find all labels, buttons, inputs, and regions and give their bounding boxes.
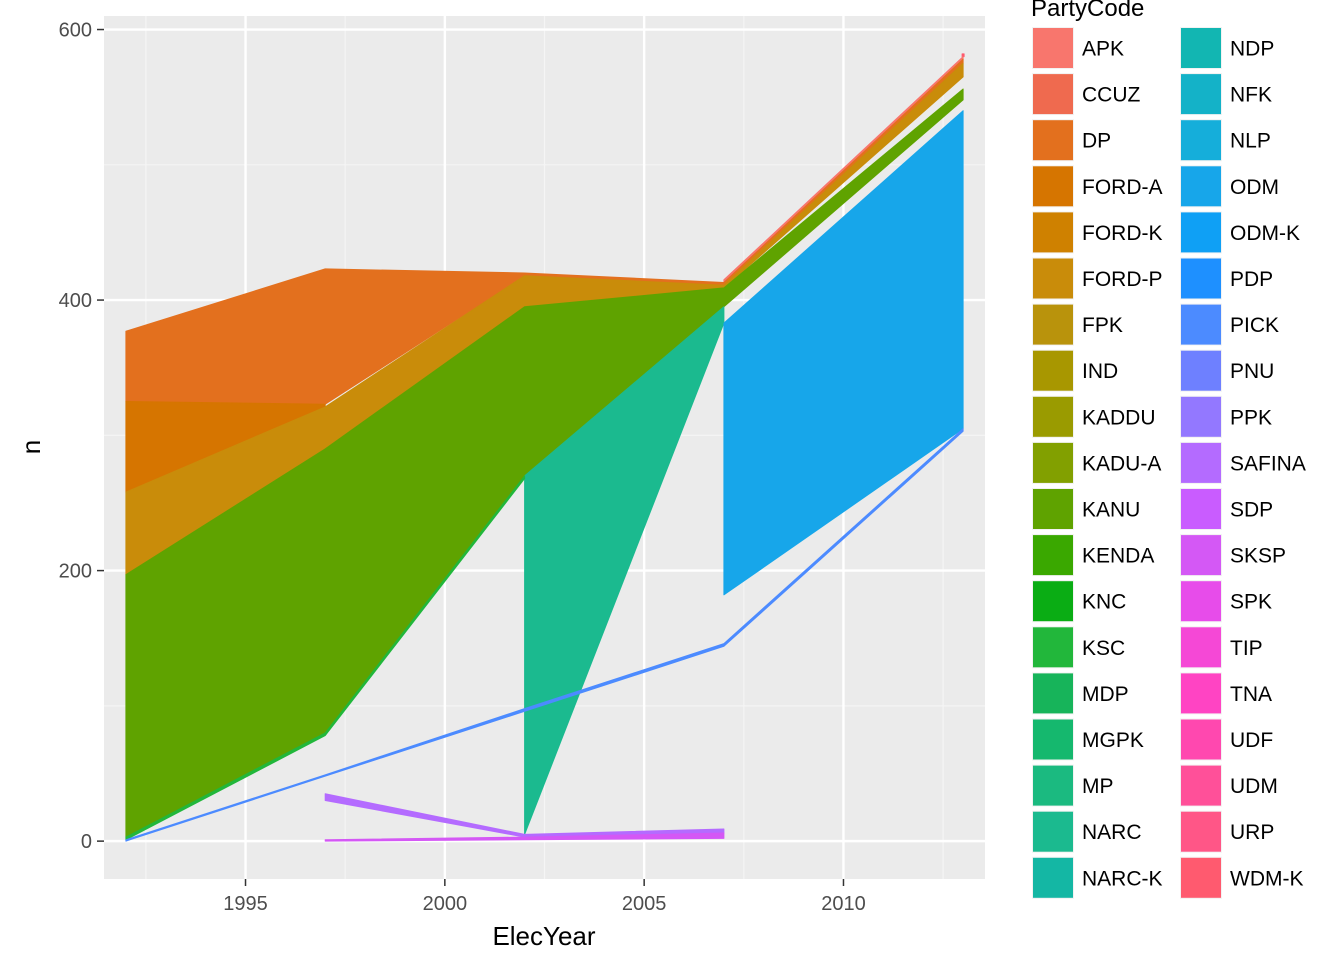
legend-label: NLP xyxy=(1230,130,1271,153)
legend-label: FORD-A xyxy=(1082,176,1163,199)
legend-label: MP xyxy=(1082,775,1114,798)
legend-key-swatch xyxy=(1033,120,1073,161)
legend-label: KANU xyxy=(1082,499,1140,522)
legend-key-swatch xyxy=(1033,765,1073,806)
legend-label: SKSP xyxy=(1230,545,1286,568)
y-tick-label: 600 xyxy=(59,20,92,42)
legend-key-swatch xyxy=(1181,166,1221,207)
legend-label: MGPK xyxy=(1082,729,1144,752)
y-axis-title: n xyxy=(16,440,46,454)
y-tick-label: 0 xyxy=(81,831,92,853)
legend-key-swatch xyxy=(1181,28,1221,68)
y-tick-label: 200 xyxy=(59,561,92,583)
legend-label: FPK xyxy=(1082,314,1123,337)
legend-label: TNA xyxy=(1230,683,1272,706)
legend-label: ODM-K xyxy=(1230,222,1300,245)
legend-label: FORD-P xyxy=(1082,268,1163,291)
x-tick-label: 2000 xyxy=(423,893,468,915)
legend-key-swatch xyxy=(1033,673,1073,714)
area-sdp xyxy=(324,832,725,842)
legend-key-swatch xyxy=(1181,489,1221,529)
legend-items: APK CCUZ DP FORD-A FORD-K FORD-P FPK IND KADDU KA… xyxy=(1032,27,1306,899)
legend-label: CCUZ xyxy=(1082,84,1140,107)
legend-label: PICK xyxy=(1230,314,1279,337)
x-axis: 1995 2000 2005 2010 xyxy=(223,879,866,915)
legend-label: UDF xyxy=(1230,729,1273,752)
legend-label: WDM-K xyxy=(1230,867,1303,890)
legend-key-swatch xyxy=(1033,442,1073,483)
y-tick-label: 400 xyxy=(59,290,92,312)
legend-key-swatch xyxy=(1033,535,1073,576)
legend-key-swatch xyxy=(1181,857,1221,898)
legend-key-swatch xyxy=(1181,258,1221,299)
legend-key-swatch xyxy=(1033,396,1073,437)
legend-key-swatch xyxy=(1033,28,1073,68)
x-axis-title: ElecYear xyxy=(492,921,595,951)
legend-key-swatch xyxy=(1033,811,1073,852)
x-tick-label: 1995 xyxy=(223,893,268,915)
y-axis: 0 200 400 600 xyxy=(59,20,104,853)
legend-key-swatch xyxy=(1033,719,1073,760)
legend-key-swatch xyxy=(1033,489,1073,529)
legend-label: TIP xyxy=(1230,637,1263,660)
legend-key-swatch xyxy=(1033,212,1073,253)
legend-label: PNU xyxy=(1230,360,1274,383)
legend-label: ODM xyxy=(1230,176,1279,199)
legend-label: SAFINA xyxy=(1230,452,1306,475)
legend-label: KENDA xyxy=(1082,545,1154,568)
legend-label: NARC-K xyxy=(1082,867,1163,890)
legend-label: DP xyxy=(1082,130,1111,153)
legend-key-swatch xyxy=(1181,442,1221,483)
legend-label: UDM xyxy=(1230,775,1278,798)
legend-key-swatch xyxy=(1181,304,1221,345)
legend-key-swatch xyxy=(1181,627,1221,668)
legend-title: PartyCode xyxy=(1031,0,1144,22)
legend-label: IND xyxy=(1082,360,1118,383)
legend-key-swatch xyxy=(1181,396,1221,437)
legend-key-swatch xyxy=(1033,258,1073,299)
legend-label: KADU-A xyxy=(1082,452,1161,475)
legend-key-swatch xyxy=(1181,673,1221,714)
legend-key-swatch xyxy=(1181,719,1221,760)
legend-key-swatch xyxy=(1033,350,1073,391)
legend-key-swatch xyxy=(1181,120,1221,161)
legend-label: SPK xyxy=(1230,591,1272,614)
legend-label: KSC xyxy=(1082,637,1125,660)
legend-key-swatch xyxy=(1033,304,1073,345)
legend-key-swatch xyxy=(1033,857,1073,898)
area-series xyxy=(125,53,965,842)
legend-key-swatch xyxy=(1181,581,1221,622)
x-tick-label: 2010 xyxy=(821,893,866,915)
legend-key-swatch xyxy=(1181,535,1221,576)
x-tick-label: 2005 xyxy=(622,893,667,915)
legend-label: KADDU xyxy=(1082,406,1156,429)
legend-label: FORD-K xyxy=(1082,222,1163,245)
legend-label: NDP xyxy=(1230,38,1274,61)
legend-label: SDP xyxy=(1230,499,1273,522)
legend-key-swatch xyxy=(1181,811,1221,852)
legend-key-swatch xyxy=(1033,581,1073,622)
legend-label: NARC xyxy=(1082,821,1142,844)
legend-label: PDP xyxy=(1230,268,1273,291)
legend-label: KNC xyxy=(1082,591,1126,614)
legend-label: APK xyxy=(1082,38,1124,61)
area-pick xyxy=(125,428,964,842)
legend-label: PPK xyxy=(1230,406,1272,429)
legend-key-swatch xyxy=(1033,166,1073,207)
area-wdm-k xyxy=(961,53,965,58)
legend-label: URP xyxy=(1230,821,1274,844)
legend-key-swatch xyxy=(1181,350,1221,391)
legend-key-swatch xyxy=(1033,74,1073,115)
legend-label: MDP xyxy=(1082,683,1129,706)
legend-key-swatch xyxy=(1181,765,1221,806)
legend-label: NFK xyxy=(1230,84,1272,107)
legend-key-swatch xyxy=(1033,627,1073,668)
legend: PartyCode APK CCUZ DP FORD-A FORD-K FORD-P FPK… xyxy=(1031,0,1306,899)
legend-key-swatch xyxy=(1181,74,1221,115)
legend-key-swatch xyxy=(1181,212,1221,253)
